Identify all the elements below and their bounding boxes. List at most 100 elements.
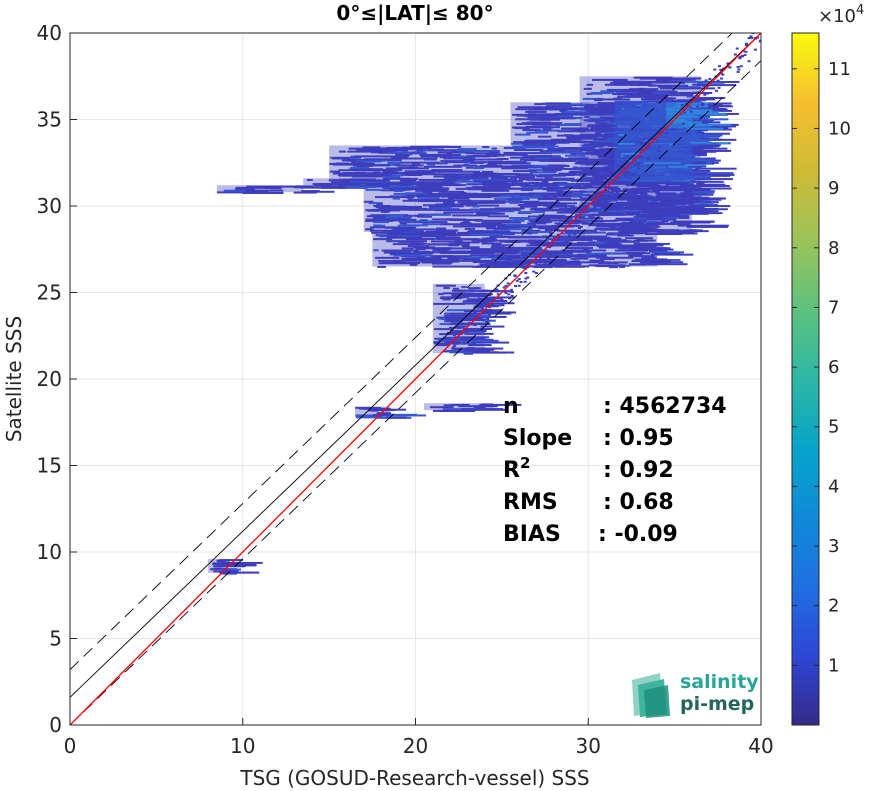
density-cell (393, 192, 428, 195)
density-cell (392, 243, 424, 246)
density-cell (571, 231, 575, 234)
density-cell (670, 159, 708, 162)
density-cell (751, 33, 755, 35)
density-cell (626, 136, 636, 139)
density-cell (624, 205, 637, 208)
density-cell (639, 182, 650, 185)
colorbar-tick-label: 5 (828, 417, 839, 438)
density-cell (395, 153, 411, 156)
density-cell (590, 216, 601, 219)
density-cell (605, 91, 615, 94)
density-cell (665, 132, 669, 135)
density-cell (545, 151, 584, 154)
density-cell (416, 250, 430, 253)
density-cell (522, 230, 553, 233)
density-cell (415, 207, 428, 210)
density-cell (657, 145, 661, 148)
density-cell (457, 331, 461, 334)
density-cell (735, 47, 739, 50)
density-cell (523, 203, 564, 206)
density-cell (700, 104, 704, 107)
density-cell (505, 240, 521, 243)
x-tick-label: 40 (748, 734, 773, 758)
density-cell (384, 175, 401, 178)
density-cell (399, 231, 415, 234)
density-cell (591, 203, 616, 206)
density-cell (338, 169, 367, 172)
density-cell (216, 191, 244, 194)
density-cell (561, 127, 589, 130)
density-cell (671, 128, 675, 131)
density-cell (616, 145, 631, 148)
density-cell (593, 150, 630, 153)
density-cell (598, 156, 608, 159)
density-cell (604, 189, 608, 192)
density-cell (453, 287, 459, 290)
density-cell (523, 280, 527, 283)
density-cell (656, 213, 679, 216)
density-cell (634, 159, 638, 162)
density-cell (616, 110, 641, 113)
density-cell (470, 314, 474, 317)
density-cell (690, 178, 734, 181)
density-cell (473, 306, 482, 309)
density-cell (393, 190, 403, 193)
density-cell (477, 408, 508, 411)
density-cell (454, 238, 498, 241)
density-cell (713, 68, 717, 71)
density-cell (523, 142, 557, 145)
density-cell (448, 242, 455, 245)
density-cell (440, 223, 472, 226)
density-cell (683, 117, 705, 120)
density-cell (618, 133, 625, 136)
density-cell (699, 201, 708, 204)
density-cell (398, 166, 418, 169)
density-cell (399, 220, 432, 223)
density-cell (592, 107, 634, 110)
density-cell (451, 339, 455, 342)
density-cell (689, 110, 693, 113)
density-cell (544, 229, 560, 232)
density-cell (371, 409, 379, 412)
density-cell (475, 302, 515, 305)
density-cell (443, 201, 455, 204)
density-cell (528, 241, 571, 244)
density-cell (444, 231, 452, 234)
density-cell (476, 249, 505, 252)
density-cell (539, 264, 543, 267)
density-cell (559, 239, 569, 242)
density-cell (502, 286, 506, 289)
density-cell (479, 314, 491, 317)
density-cell (450, 256, 458, 259)
density-cell (630, 217, 647, 220)
density-cell (378, 219, 411, 222)
density-cell (658, 85, 671, 88)
density-cell (373, 221, 390, 224)
density-cell (632, 173, 636, 176)
density-cell (440, 251, 480, 254)
density-cell (499, 194, 537, 197)
density-cell (539, 256, 543, 259)
density-cell (435, 229, 459, 232)
density-cell (605, 207, 620, 210)
density-cell (412, 198, 454, 201)
density-cell (614, 249, 649, 252)
density-cell (447, 156, 454, 159)
density-cell (701, 97, 705, 100)
density-cell (544, 117, 576, 120)
density-cell (510, 291, 514, 294)
density-cell (522, 266, 526, 269)
density-cell (530, 207, 550, 210)
density-cell (586, 83, 594, 86)
density-cell (480, 208, 520, 211)
density-cell (557, 190, 587, 193)
density-cell (701, 84, 705, 87)
density-cell (438, 409, 456, 412)
density-cell (373, 209, 400, 212)
density-cell (453, 334, 457, 337)
density-cell (389, 188, 411, 191)
density-cell (703, 93, 707, 96)
density-cell (350, 166, 370, 169)
density-cell (689, 132, 730, 135)
density-cell (404, 235, 446, 238)
